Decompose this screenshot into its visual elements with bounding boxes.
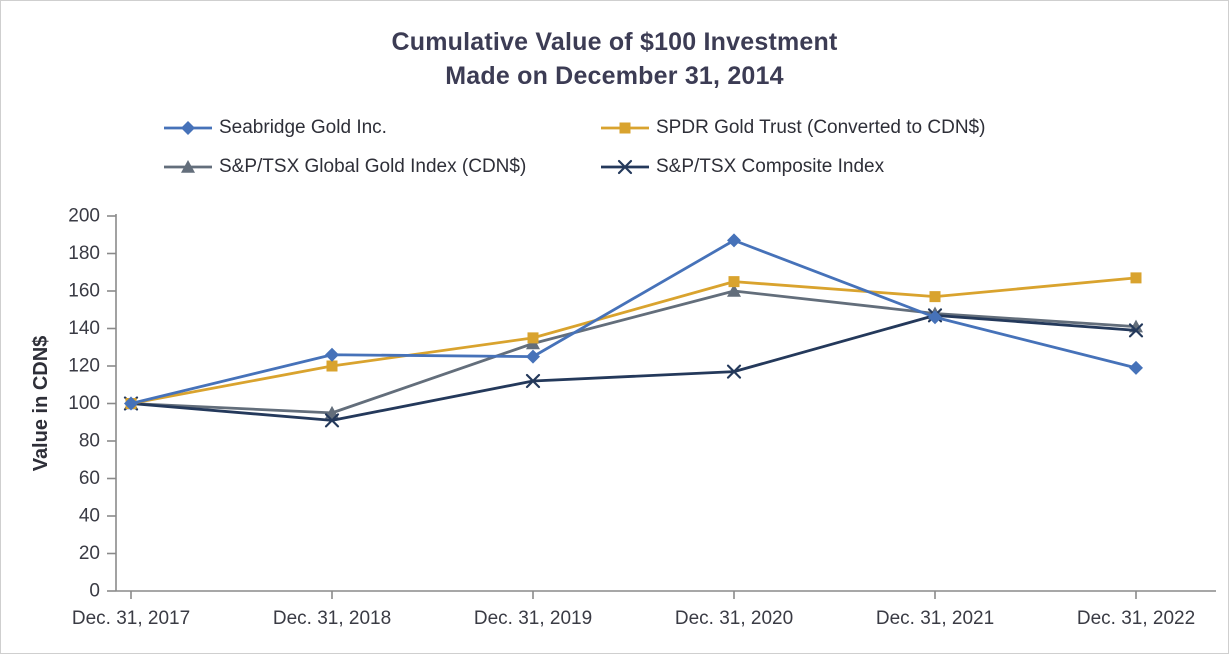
y-tick-label: 60 <box>79 468 100 489</box>
square-marker <box>527 332 539 344</box>
triangle-marker <box>181 160 195 173</box>
series-s-p-tsx-global-gold-index-cdn <box>124 284 1143 419</box>
axes <box>115 214 1216 592</box>
legend-marker-triangle-icon <box>164 160 212 173</box>
square-marker <box>1130 272 1142 284</box>
y-tick-label: 180 <box>68 243 100 264</box>
legend-label: Seabridge Gold Inc. <box>219 117 387 138</box>
legend-item-seabridge: Seabridge Gold Inc. <box>164 117 601 139</box>
square-marker <box>619 122 631 134</box>
diamond-marker <box>1129 360 1143 375</box>
y-tick-label: 200 <box>68 206 100 227</box>
y-tick-label: 140 <box>68 318 100 339</box>
diamond-marker <box>124 396 138 411</box>
diamond-marker <box>181 121 195 135</box>
diamond-marker <box>928 310 942 325</box>
legend-item-spdr-gold-trust: SPDR Gold Trust (Converted to CDN$) <box>601 117 985 139</box>
legend-marker-diamond-icon <box>164 121 212 135</box>
x-axis-ticks: Dec. 31, 2017 Dec. 31, 2018 Dec. 31, 2019 D… <box>72 591 1195 629</box>
x-tick-label: Dec. 31, 2019 <box>474 608 592 629</box>
y-tick-label: 20 <box>79 543 100 564</box>
series-spdr-gold-trust-converted-to-cdn <box>125 272 1142 409</box>
x-tick-label: Dec. 31, 2020 <box>675 608 793 629</box>
legend-item-composite-index: S&P/TSX Composite Index <box>601 156 985 178</box>
legend-marker-square-icon <box>601 122 649 134</box>
y-axis-title: Value in CDN$ <box>30 336 52 472</box>
x-marker <box>726 364 742 379</box>
y-tick-label: 80 <box>79 431 100 452</box>
y-axis-ticks: 0 20 40 60 80 100 120 140 160 180 200 <box>68 206 116 602</box>
legend-label: SPDR Gold Trust (Converted to CDN$) <box>656 117 986 138</box>
diamond-marker <box>325 347 339 362</box>
legend-label: S&P/TSX Global Gold Index (CDN$) <box>219 156 527 177</box>
chart-title: Cumulative Value of $100 Investment Made… <box>1 25 1228 93</box>
chart-legend: Seabridge Gold Inc. SPDR Gold Trust (Con… <box>164 117 985 178</box>
x-marker <box>324 413 340 428</box>
square-marker <box>326 360 338 372</box>
x-tick-label: Dec. 31, 2021 <box>876 608 994 629</box>
chart-title-line2: Made on December 31, 2014 <box>445 62 784 90</box>
x-marker <box>617 159 633 175</box>
series-seabridge-gold-inc <box>124 233 1143 411</box>
x-tick-label: Dec. 31, 2017 <box>72 608 190 629</box>
square-marker <box>728 276 740 288</box>
x-tick-label: Dec. 31, 2022 <box>1077 608 1195 629</box>
diamond-marker <box>727 233 741 248</box>
y-tick-label: 0 <box>89 581 100 602</box>
legend-item-global-gold-index: S&P/TSX Global Gold Index (CDN$) <box>164 156 601 178</box>
x-marker <box>525 373 541 389</box>
diamond-marker <box>526 349 540 364</box>
chart-title-line1: Cumulative Value of $100 Investment <box>391 28 838 56</box>
legend-marker-x-icon <box>601 159 649 175</box>
square-marker <box>929 291 941 303</box>
y-tick-label: 40 <box>79 506 100 527</box>
legend-label: S&P/TSX Composite Index <box>656 156 885 177</box>
triangle-marker <box>727 284 741 297</box>
y-tick-label: 120 <box>68 356 100 377</box>
x-marker <box>1128 323 1144 338</box>
y-tick-label: 100 <box>68 393 100 414</box>
y-tick-label: 160 <box>68 281 100 302</box>
x-tick-label: Dec. 31, 2018 <box>273 608 391 629</box>
